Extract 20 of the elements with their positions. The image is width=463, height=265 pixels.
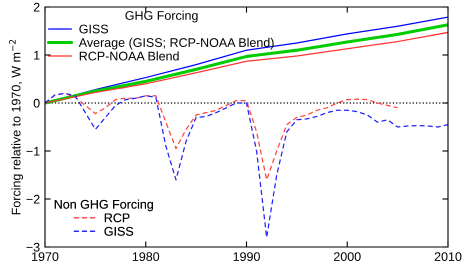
legend-label: RCP (104, 213, 130, 222)
legend-label: GISS (79, 24, 108, 34)
x-tick-label: 2010 (434, 252, 462, 262)
legend-label: RCP-NOAA Blend (80, 51, 179, 61)
x-tick-label: 1990 (234, 252, 260, 262)
y-axis-title: Forcing relative to 1970, W m$^{−2}$ (9, 40, 23, 214)
legend-label: Average (GISS; RCP-NOAA Blend) (78, 38, 274, 50)
y-tick-label: 2 (34, 2, 40, 12)
y-tick-label: 0 (34, 98, 40, 108)
annotation: Non GHG Forcing (54, 200, 153, 212)
x-tick-label: 1970 (32, 252, 58, 262)
y-tick-label: −1 (26, 146, 40, 156)
line-series (45, 92, 448, 238)
y-tick-label: −2 (26, 194, 40, 204)
x-tick-label: 2000 (334, 252, 361, 262)
x-tick-label: 1980 (132, 252, 160, 262)
y-tick-label: 1 (34, 50, 40, 60)
annotation: GHG Forcing (125, 10, 198, 22)
legend-label: GISS (104, 226, 134, 236)
y-tick-label: −3 (26, 242, 40, 252)
